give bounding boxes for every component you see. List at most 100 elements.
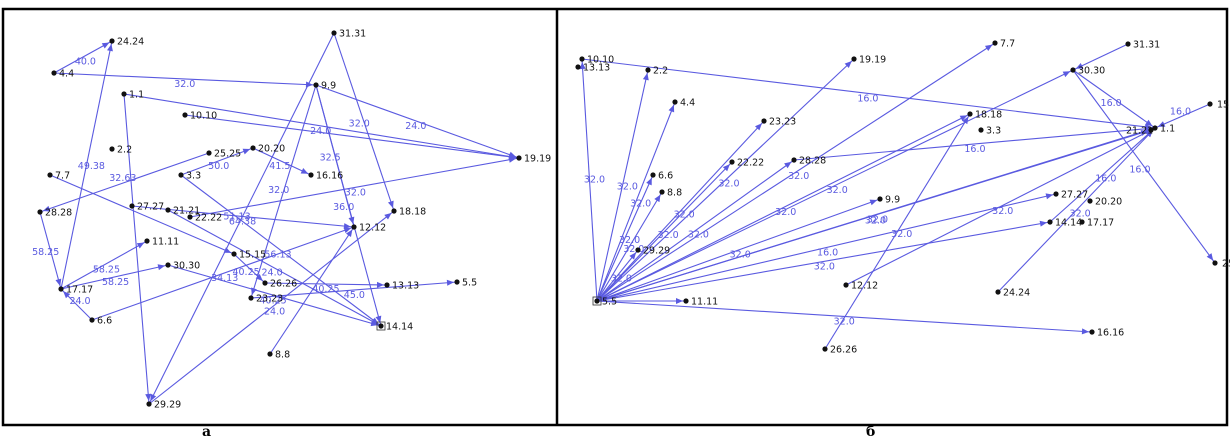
panel-a-node-30-30: [165, 262, 171, 268]
panel-a-edge-label: 32.0: [174, 79, 195, 90]
panel-b-node-21-21: [1148, 127, 1154, 133]
panel-a-node-21-21: [165, 207, 171, 213]
panel-b-node-23-23: [761, 118, 767, 124]
panel-a-edge-label: 32.5: [320, 152, 341, 163]
panel-b-node-label: 26.26: [830, 345, 857, 356]
panel-a-edge-3-3-to-20-20: [180, 147, 254, 176]
panel-a-node-10-10: [182, 112, 188, 118]
panel-a-edge-label: 40.25: [232, 267, 259, 278]
panel-b-edge-5-5-to-28-28: [596, 159, 795, 302]
panel-a-arrowhead-25-25-to-28-28: [42, 205, 51, 212]
panel-a-edge-9-9-to-23-23: [250, 84, 317, 299]
panel-b-edge-label: 32.0: [619, 235, 640, 246]
panel-a-node-label: 25.25: [214, 149, 241, 160]
panel-b-edge-28-28-to-1-1: [793, 127, 1156, 161]
panel-a-node-label: 3.3: [186, 171, 201, 182]
panel-b-edge-label: 32.0: [584, 175, 605, 186]
panel-b-arrowhead-5-5-to-2-2: [642, 72, 649, 81]
panel-b-edge-5-5-to-9-9: [596, 198, 881, 302]
panel-a-edge-20-20-to-16-16: [252, 147, 312, 176]
panel-a-node-label: 31.31: [339, 29, 366, 40]
panel-b-edge-label: 16.0: [964, 144, 985, 155]
panel-b-node-26-26: [822, 346, 828, 352]
panel-b-node-label: 21.21: [1126, 126, 1153, 137]
panel-a-edge-label: 49.38: [78, 161, 105, 172]
panel-b-arrowhead-15-1-to-1-1: [1157, 121, 1166, 127]
panel-a-node-label: 13.13: [392, 281, 419, 292]
panel-b-node-25: [1212, 260, 1218, 266]
panel-a-edge-17-17-to-11-11: [60, 240, 148, 290]
panel-b-edge-10-10-to-1-1: [581, 58, 1156, 129]
panel-a-node-24-24: [109, 38, 115, 44]
panel-a-node-label: 24.24: [117, 37, 144, 48]
panel-a-node-label: 17.17: [66, 285, 93, 296]
panel-a-node-14-14: [378, 323, 384, 329]
panel-b-node-12-12: [843, 282, 849, 288]
panel-a-node-label: 5.5: [462, 278, 477, 289]
panel-b-node-label: 24.24: [1003, 288, 1030, 299]
panel-b-arrowhead-5-5-to-11-11: [676, 298, 683, 304]
panel-a-arrowhead-1-1-to-29-29: [145, 393, 152, 402]
panel-b-edge-label: 32.0: [992, 206, 1013, 217]
panel-a-edge-10-10-to-19-19: [184, 114, 520, 159]
panel-a-arrowhead-29-29-to-18-18: [384, 212, 392, 220]
panel-a-node-8-8: [267, 351, 273, 357]
panel-a-arrowhead-4-4-to-24-24: [101, 42, 110, 49]
panel-a-arrowhead-17-17-to-24-24: [107, 43, 113, 52]
panel-a-edge-label: 24.0: [69, 296, 90, 307]
panel-a-edge-1-1-to-19-19: [123, 93, 520, 159]
panel-a-arrowhead-9-9-to-12-12: [348, 216, 355, 225]
panel-b-node-label: 18.18: [975, 110, 1002, 121]
panel-a-node-label: 30.30: [173, 261, 200, 272]
panel-b-node-label: 1.1: [1160, 124, 1175, 135]
panel-a-edge-label: 40.25: [260, 295, 287, 306]
panel-a-node-26-26: [262, 280, 268, 286]
panel-b-node-label: 31.31: [1133, 40, 1160, 51]
panel-b-node-label: 3.3: [986, 126, 1001, 137]
panel-a-node-label: 26.26: [270, 279, 297, 290]
panel-b-node-label: 12.12: [851, 281, 878, 292]
panel-a-edge-label: 40.0: [75, 56, 96, 67]
panel-b-arrowhead-5-5-to-4-4: [668, 104, 675, 113]
panel-b-node-2-2: [645, 67, 651, 73]
panel-a-edge-4-4-to-9-9: [53, 72, 317, 86]
panel-b-arrowhead-5-5-to-6-6: [646, 177, 652, 186]
panel-a-edge-3-3-to-14-14: [180, 174, 382, 327]
panel-a-node-2-2: [109, 146, 115, 152]
panel-a-arrowhead-27-27-to-12-12: [343, 223, 352, 230]
panel-a-arrowhead-31-31-to-18-18: [387, 200, 394, 209]
panel-b-node-24-24: [995, 289, 1001, 295]
panel-b-node-1-1: [1152, 125, 1158, 131]
panel-b-node-31-31: [1125, 41, 1131, 47]
panel-a-node-27-27: [129, 203, 135, 209]
panel-b-edge-12-12-to-1-1: [845, 127, 1156, 286]
panel-a-arrowhead-22-22-to-19-19: [508, 156, 517, 163]
caption-a: а: [202, 424, 212, 440]
panel-b-node-19-19: [851, 56, 857, 62]
panel-a-arrowhead-17-17-to-11-11: [136, 242, 145, 249]
panel-b-edge-5-5-to-23-23: [596, 120, 765, 302]
panel-b-graph: 32.032.0 32.032.032.0 32.032.032.0 32.032.0…: [575, 39, 1230, 356]
panel-a-arrowhead-31-31-to-29-29: [150, 393, 157, 402]
panel-a-node-28-28: [37, 209, 43, 215]
panel-a-graph: 32.040.049.3824.024.036.032.532.051.1332…: [32, 29, 551, 411]
panel-a-edge-9-9-to-19-19: [315, 84, 520, 159]
panel-b-node-7-7: [992, 40, 998, 46]
panel-b-node-label: 9.9: [885, 195, 900, 206]
panel-a-node-12-12: [351, 224, 357, 230]
panel-a-edge-label: 41.5: [269, 161, 290, 172]
panel-b-edge-5-5-to-14-14: [596, 221, 1051, 302]
panel-a-node-20-20: [250, 145, 256, 151]
panel-a-node-1-1: [121, 91, 127, 97]
panel-a-node-13-13: [384, 282, 390, 288]
panel-a-edge-label: 45.0: [344, 290, 365, 301]
panel-a-node-label: 12.12: [359, 223, 386, 234]
panel-b-arrowhead-5-5-to-29-29: [629, 252, 637, 260]
panel-b-edge-5-5-to-8-8: [596, 191, 663, 302]
panel-a-arrowhead-23-23-to-5-5: [446, 279, 455, 286]
panel-a-node-label: 27.27: [137, 202, 164, 213]
panel-b-arrowhead-5-5-to-23-23: [754, 123, 762, 131]
panel-b-arrowhead-5-5-to-10-10: [579, 61, 586, 70]
panel-a-selected-node-marker: [376, 321, 386, 331]
